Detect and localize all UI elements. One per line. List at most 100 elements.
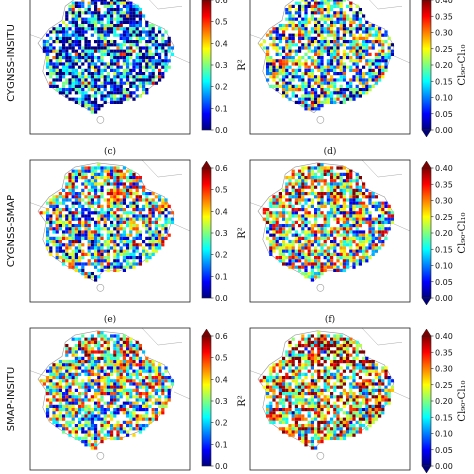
grid-cell (148, 420, 152, 424)
grid-cell (349, 411, 353, 415)
grid-cell (68, 88, 72, 92)
grid-cell (126, 59, 130, 63)
grid-cell (65, 411, 69, 415)
grid-cell (110, 88, 114, 92)
grid-cell (269, 417, 273, 421)
grid-cell (365, 27, 369, 31)
grid-cell (110, 1, 114, 5)
grid-cell (371, 27, 375, 31)
grid-cell (97, 17, 101, 21)
grid-cell (106, 366, 110, 370)
colorbar-label: R² (237, 395, 248, 407)
grid-cell (330, 188, 334, 192)
grid-cell (336, 230, 340, 234)
grid-cell (52, 78, 56, 82)
grid-cell (269, 220, 273, 224)
grid-cell (368, 62, 372, 66)
grid-cell (310, 240, 314, 244)
grid-cell (103, 78, 107, 82)
grid-cell (330, 68, 334, 72)
grid-cell (368, 420, 372, 424)
grid-cell (374, 417, 378, 421)
grid-cell (113, 179, 117, 183)
grid-cell (378, 246, 382, 250)
grid-cell (320, 176, 324, 180)
grid-cell (55, 59, 59, 63)
grid-cell (365, 208, 369, 212)
grid-cell (132, 30, 136, 34)
grid-cell (129, 17, 133, 21)
grid-cell (164, 62, 168, 66)
grid-cell (294, 353, 298, 357)
grid-cell (336, 30, 340, 34)
grid-cell (298, 49, 302, 53)
grid-cell (110, 236, 114, 240)
grid-cell (113, 350, 117, 354)
grid-cell (129, 1, 133, 5)
grid-cell (87, 104, 91, 108)
grid-cell (362, 49, 366, 53)
grid-cell (310, 356, 314, 360)
grid-cell (320, 88, 324, 92)
grid-cell (65, 91, 69, 95)
grid-cell (278, 198, 282, 202)
grid-cell (307, 220, 311, 224)
grid-cell (158, 204, 162, 208)
grid-cell (62, 33, 66, 37)
grid-cell (304, 65, 308, 69)
grid-cell (298, 68, 302, 72)
grid-cell (314, 220, 318, 224)
colorbar-tick-label: 0.00 (435, 294, 453, 303)
grid-cell (272, 75, 276, 79)
grid-cell (317, 398, 321, 402)
grid-cell (323, 220, 327, 224)
grid-cell (119, 84, 123, 88)
grid-cell (170, 52, 174, 56)
grid-cell (314, 411, 318, 415)
grid-cell (103, 198, 107, 202)
grid-cell (323, 252, 327, 256)
grid-cell (301, 185, 305, 189)
grid-cell (62, 414, 66, 418)
grid-cell (314, 214, 318, 218)
grid-cell (46, 398, 50, 402)
grid-cell (100, 398, 104, 402)
grid-cell (154, 49, 158, 53)
grid-cell (138, 259, 142, 263)
grid-cell (58, 227, 62, 231)
grid-cell (62, 404, 66, 408)
grid-cell (352, 20, 356, 24)
grid-cell (74, 433, 78, 437)
grid-cell (285, 40, 289, 44)
grid-cell (116, 252, 120, 256)
grid-cell (122, 14, 126, 18)
grid-cell (97, 27, 101, 31)
grid-cell (365, 88, 369, 92)
grid-cell (135, 344, 139, 348)
grid-cell (151, 252, 155, 256)
grid-cell (113, 243, 117, 247)
grid-cell (285, 81, 289, 85)
grid-cell (78, 340, 82, 344)
grid-cell (272, 414, 276, 418)
grid-cell (310, 104, 314, 108)
grid-cell (278, 243, 282, 247)
grid-cell (355, 233, 359, 237)
grid-cell (323, 166, 327, 170)
grid-cell (278, 259, 282, 263)
grid-cell (352, 46, 356, 50)
grid-cell (78, 100, 82, 104)
grid-cell (368, 246, 372, 250)
grid-cell (71, 14, 75, 18)
grid-cell (304, 198, 308, 202)
grid-cell (365, 188, 369, 192)
grid-cell (381, 56, 385, 60)
grid-cell (275, 81, 279, 85)
grid-cell (110, 65, 114, 69)
grid-cell (110, 265, 114, 269)
grid-cell (304, 52, 308, 56)
grid-cell (84, 262, 88, 266)
grid-cell (282, 208, 286, 212)
grid-cell (368, 27, 372, 31)
grid-cell (135, 376, 139, 380)
